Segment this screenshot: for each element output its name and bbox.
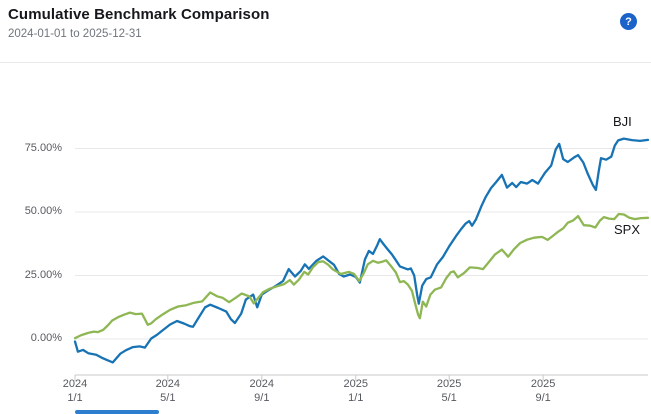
page-title: Cumulative Benchmark Comparison [8, 6, 270, 23]
y-tick-label: 75.00% [24, 141, 62, 154]
y-tick-label: 50.00% [24, 205, 62, 217]
x-tick-label: 2025 9/1 [530, 378, 556, 404]
x-tick-label: 2024 5/1 [155, 378, 181, 404]
horizontal-scrollbar-thumb[interactable] [75, 410, 159, 414]
x-tick-label: 2024 1/1 [62, 378, 88, 404]
header-divider [0, 62, 651, 63]
line-spx[interactable] [73, 212, 650, 340]
x-tick-label: 2025 5/1 [436, 378, 462, 404]
y-tick-label: 25.00% [24, 268, 62, 281]
line-bji[interactable] [73, 137, 650, 364]
date-range-subtitle: 2024-01-01 to 2025-12-31 [8, 28, 142, 40]
x-tick-label: 2025 1/1 [343, 378, 368, 404]
x-tick-label: 2024 9/1 [249, 378, 275, 404]
y-tick-label: 0.00% [30, 332, 62, 344]
help-icon[interactable]: ? [620, 13, 637, 30]
series-label-spx: SPX [614, 222, 641, 237]
series-label-bji: BJI [613, 114, 632, 129]
